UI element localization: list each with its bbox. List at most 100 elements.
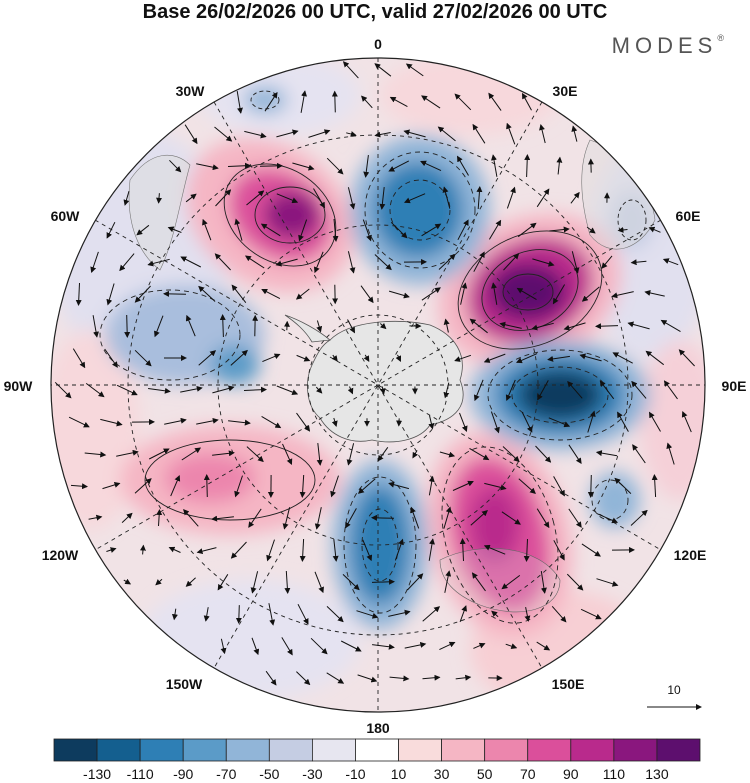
lon-label-120w: 120W bbox=[42, 547, 79, 563]
wind-arrow bbox=[476, 186, 483, 210]
wind-arrow bbox=[346, 443, 355, 466]
lon-label-120e: 120E bbox=[674, 547, 707, 563]
wind-arrow bbox=[501, 575, 521, 590]
wind-arrow bbox=[612, 352, 633, 364]
wind-arrow bbox=[227, 162, 251, 169]
wind-arrow bbox=[357, 674, 378, 683]
wind-arrow bbox=[539, 124, 546, 144]
wind-arrow bbox=[167, 226, 182, 233]
wind-arrow bbox=[473, 379, 484, 402]
wind-arrow bbox=[330, 475, 339, 498]
wind-arrow bbox=[70, 483, 88, 490]
wind-arrow bbox=[644, 290, 665, 297]
wind-arrow bbox=[234, 475, 243, 498]
wind-arrow bbox=[540, 571, 547, 594]
anomaly-area bbox=[490, 264, 566, 320]
wind-arrow bbox=[536, 188, 550, 208]
wind-arrow bbox=[403, 129, 426, 138]
wind-arrow bbox=[148, 387, 171, 394]
wind-arrow bbox=[645, 350, 665, 366]
wind-arrow bbox=[261, 288, 281, 300]
wind-arrow bbox=[428, 475, 435, 496]
map-title: Base 26/02/2026 00 UTC, valid 27/02/2026… bbox=[142, 1, 608, 23]
wind-arrow bbox=[88, 514, 103, 521]
wind-arrow bbox=[505, 379, 516, 402]
anomaly-area bbox=[243, 86, 287, 114]
wind-arrow bbox=[506, 186, 516, 209]
wind-arrow bbox=[156, 509, 163, 527]
wind-arrow bbox=[268, 603, 276, 626]
colorbar-tick-label: -30 bbox=[302, 766, 322, 782]
wind-arrow bbox=[326, 606, 344, 623]
colorbar-swatch bbox=[656, 738, 701, 762]
colorbar-swatch bbox=[225, 738, 270, 762]
brand-name: MODES bbox=[611, 33, 718, 58]
colorbar-swatch bbox=[355, 738, 399, 762]
wind-arrow bbox=[246, 446, 264, 463]
colorbar-tick-label: -90 bbox=[173, 766, 193, 782]
wind-arrow bbox=[631, 380, 647, 399]
wind-arrow bbox=[469, 447, 490, 461]
wind-arrow bbox=[276, 129, 299, 138]
wind-arrow bbox=[524, 154, 531, 178]
wind-arrow bbox=[282, 443, 293, 466]
wind-arrow bbox=[388, 481, 410, 490]
wind-arrow bbox=[235, 605, 242, 624]
colorbar-swatch bbox=[182, 738, 227, 762]
wind-arrow bbox=[264, 91, 278, 112]
wind-arrow bbox=[580, 608, 602, 620]
wind-arrow bbox=[524, 607, 531, 622]
wind-arrow bbox=[491, 282, 498, 305]
wind-arrow bbox=[553, 476, 565, 497]
wind-arrow bbox=[394, 538, 404, 561]
wind-arrow bbox=[566, 573, 584, 591]
wind-arrow bbox=[551, 605, 567, 623]
wind-arrow bbox=[85, 383, 105, 398]
wind-arrow bbox=[347, 187, 356, 210]
wind-arrow bbox=[147, 258, 170, 267]
wind-arrow bbox=[260, 223, 281, 237]
wind-arrow bbox=[265, 670, 277, 686]
wind-arrow bbox=[518, 478, 536, 494]
colorbar-tick-label: -70 bbox=[216, 766, 236, 782]
wind-arrow bbox=[340, 640, 362, 652]
wind-arrow bbox=[505, 643, 518, 650]
wind-arrow bbox=[439, 641, 456, 651]
colorbar-swatch bbox=[268, 738, 313, 762]
wind-arrow bbox=[346, 131, 357, 137]
map-disc bbox=[51, 58, 705, 712]
wind-arrow bbox=[185, 577, 196, 587]
wind-arrow bbox=[587, 410, 596, 433]
wind-arrow bbox=[102, 481, 121, 490]
wind-arrow bbox=[536, 641, 551, 651]
wind-arrow bbox=[568, 444, 582, 465]
wind-arrow bbox=[310, 637, 328, 655]
wind-arrow bbox=[116, 384, 138, 396]
wind-arrow bbox=[521, 411, 533, 433]
wind-arrow bbox=[517, 222, 537, 238]
wind-arrow bbox=[231, 284, 247, 304]
wind-arrow bbox=[214, 126, 233, 142]
wind-arrow bbox=[630, 259, 647, 266]
wind-arrow bbox=[499, 321, 522, 329]
wind-arrow bbox=[215, 189, 232, 207]
wind-arrow bbox=[185, 193, 197, 203]
wind-arrow bbox=[198, 350, 217, 366]
anomaly-field bbox=[51, 58, 705, 710]
wind-arrow bbox=[234, 218, 243, 241]
wind-arrow bbox=[473, 251, 485, 272]
wind-arrow bbox=[379, 322, 387, 330]
wind-arrow bbox=[124, 314, 131, 338]
wind-arrow bbox=[596, 578, 619, 587]
lon-label-0: 0 bbox=[374, 36, 382, 52]
wind-arrow bbox=[104, 348, 118, 368]
brand-logo: MODES® bbox=[612, 33, 724, 59]
wind-arrow bbox=[136, 224, 150, 236]
wind-arrow bbox=[134, 285, 151, 303]
wind-arrow bbox=[571, 251, 580, 274]
wind-arrow bbox=[570, 191, 580, 204]
wind-arrow bbox=[314, 507, 322, 530]
wind-arrow bbox=[586, 226, 596, 234]
anomaly-area bbox=[590, 472, 640, 528]
wind-arrow bbox=[300, 90, 307, 113]
